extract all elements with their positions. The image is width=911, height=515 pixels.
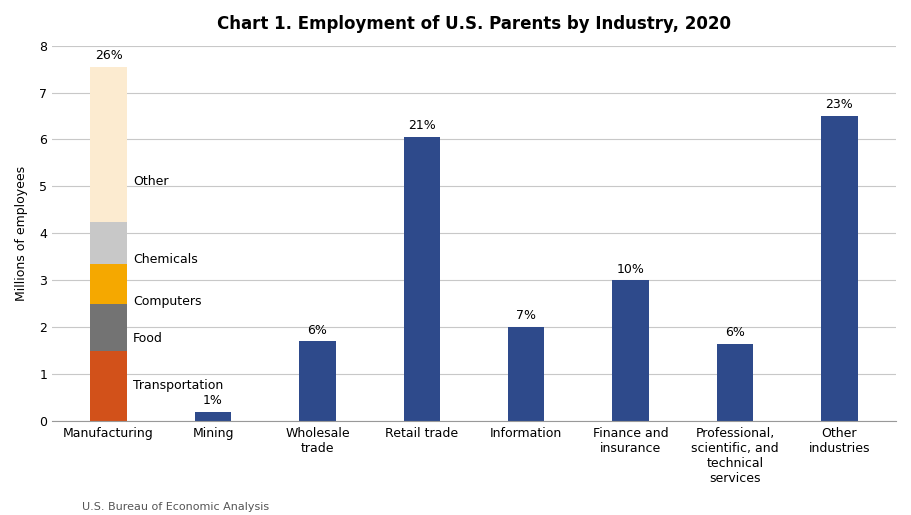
Text: Other: Other [133, 175, 169, 188]
Bar [90, 221, 127, 264]
Bar [404, 137, 440, 421]
Text: 10%: 10% [617, 263, 644, 276]
Text: 7%: 7% [517, 310, 537, 322]
Text: Chemicals: Chemicals [133, 253, 198, 266]
Text: Food: Food [133, 332, 163, 346]
Text: Computers: Computers [133, 295, 201, 308]
Title: Chart 1. Employment of U.S. Parents by Industry, 2020: Chart 1. Employment of U.S. Parents by I… [217, 15, 731, 33]
Y-axis label: Millions of employees: Millions of employees [15, 166, 28, 301]
Text: 21%: 21% [408, 119, 435, 132]
Text: 6%: 6% [725, 326, 745, 339]
Text: U.S. Bureau of Economic Analysis: U.S. Bureau of Economic Analysis [82, 502, 269, 512]
Bar [612, 280, 649, 421]
Bar [90, 264, 127, 304]
Text: 1%: 1% [203, 394, 223, 407]
Text: 23%: 23% [825, 98, 854, 111]
Text: Transportation: Transportation [133, 380, 223, 392]
Text: 26%: 26% [95, 49, 122, 62]
Bar [508, 327, 545, 421]
Bar [90, 351, 127, 421]
Bar [299, 341, 335, 421]
Text: 6%: 6% [307, 323, 327, 336]
Bar [90, 67, 127, 221]
Bar [717, 344, 753, 421]
Bar [195, 411, 231, 421]
Bar [90, 304, 127, 351]
Bar [821, 116, 857, 421]
